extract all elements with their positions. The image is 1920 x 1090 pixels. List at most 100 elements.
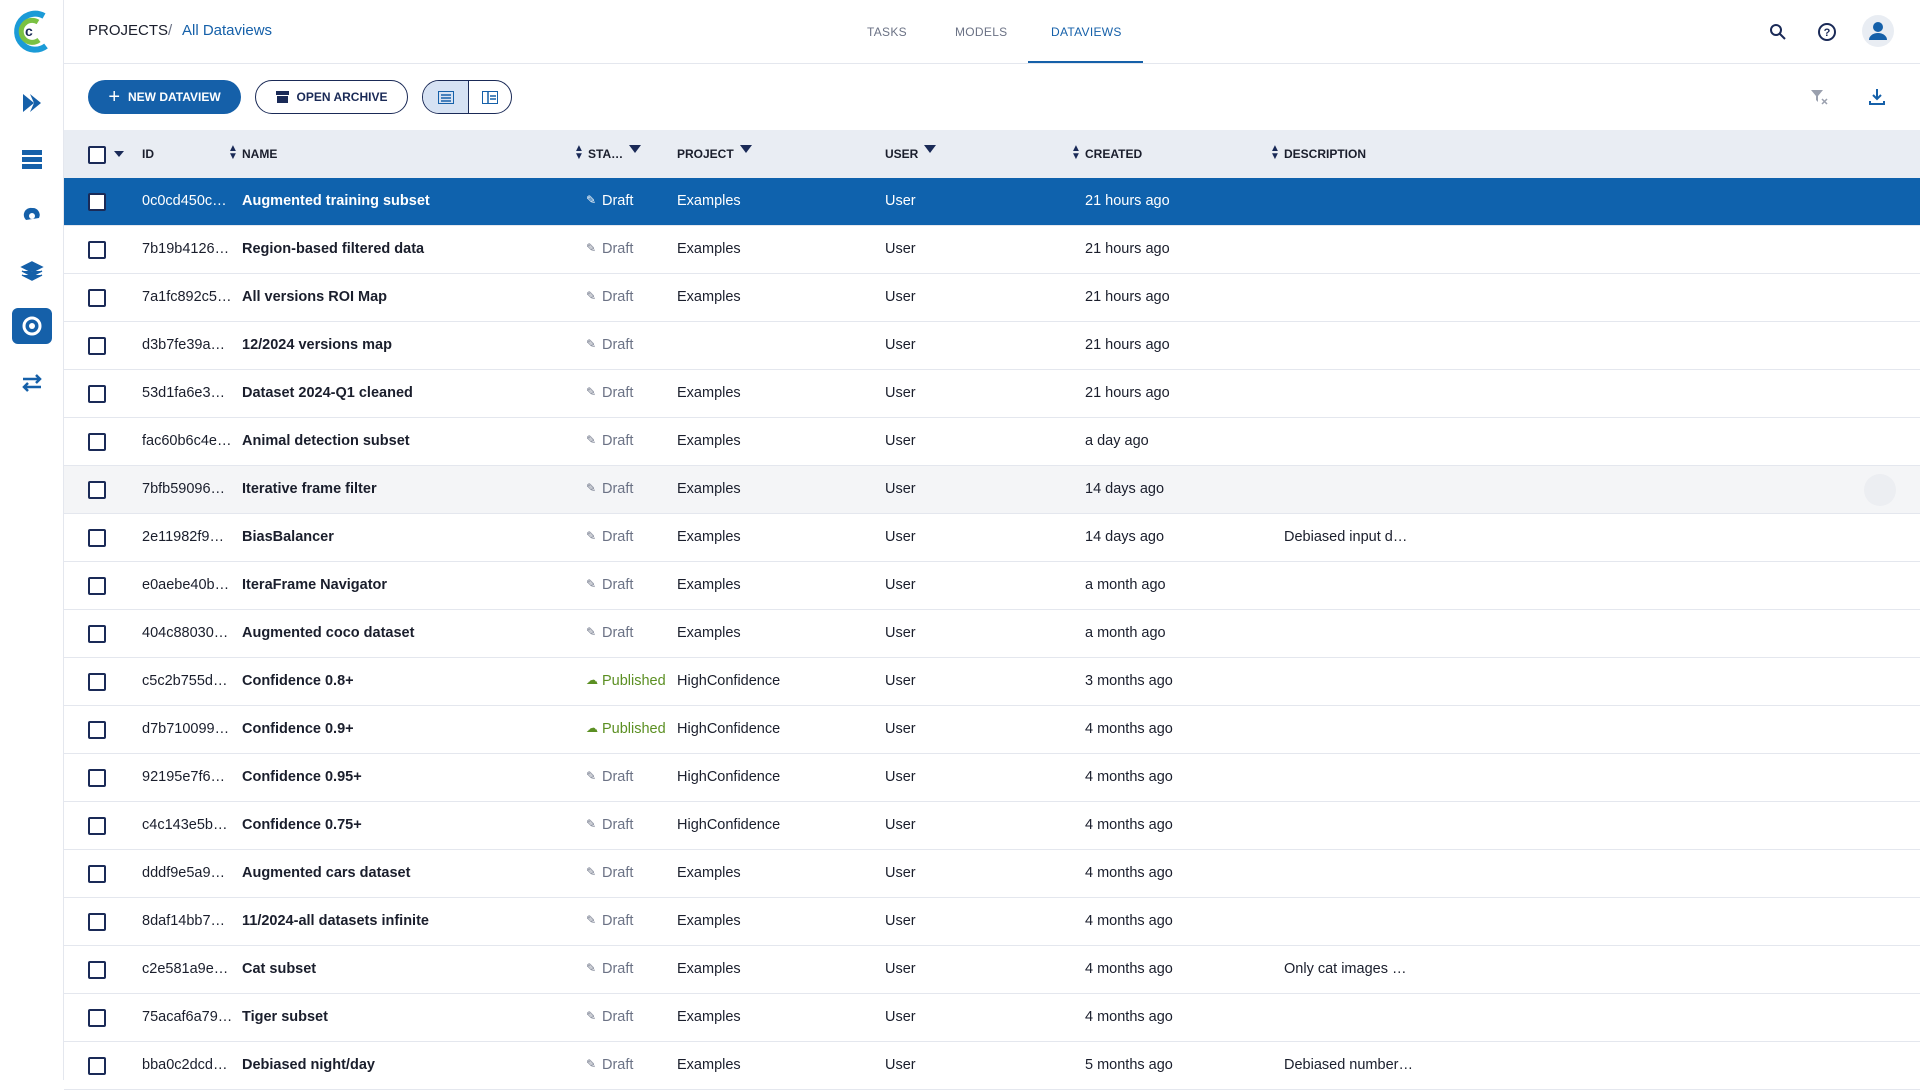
row-checkbox[interactable]: [88, 865, 106, 883]
cell-name[interactable]: IteraFrame Navigator: [242, 577, 388, 593]
column-header[interactable]: CREATED: [1085, 147, 1143, 161]
filter-icon[interactable]: [740, 145, 752, 153]
search-icon[interactable]: [1768, 22, 1788, 42]
filter-icon[interactable]: [924, 145, 936, 153]
table-row[interactable]: c2e581a9e… Cat subset ✎ Draft Examples User 4 …: [64, 946, 1920, 994]
cell-name[interactable]: Augmented coco dataset: [242, 625, 415, 641]
open-archive-button[interactable]: OPEN ARCHIVE: [255, 80, 408, 114]
row-checkbox[interactable]: [88, 1009, 106, 1027]
table-row[interactable]: 2e11982f9… BiasBalancer ✎ Draft Examples User…: [64, 514, 1920, 562]
table-row[interactable]: bba0c2dcd… Debiased night/day ✎ Draft Exampl…: [64, 1042, 1920, 1090]
column-header[interactable]: USER: [885, 147, 919, 161]
table-row[interactable]: fac60b6c4e… Animal detection subset ✎ Draft…: [64, 418, 1920, 466]
breadcrumb-root[interactable]: PROJECTS: [88, 22, 169, 39]
cell-name[interactable]: 12/2024 versions map: [242, 337, 392, 353]
column-header[interactable]: NAME: [242, 147, 278, 161]
row-checkbox[interactable]: [88, 433, 106, 451]
help-icon[interactable]: ?: [1817, 22, 1837, 42]
cell-name[interactable]: Confidence 0.9+: [242, 721, 354, 737]
cell-name[interactable]: Iterative frame filter: [242, 481, 377, 497]
select-all-checkbox[interactable]: [88, 146, 106, 164]
details-view-button[interactable]: [482, 91, 498, 104]
select-menu-arrow[interactable]: [114, 151, 124, 157]
cell-description: Debiased input d…: [1284, 529, 1408, 545]
table-row[interactable]: c4c143e5b… Confidence 0.75+ ✎ Draft HighConf…: [64, 802, 1920, 850]
filter-icon[interactable]: [629, 145, 641, 153]
table-row[interactable]: e0aebe40b… IteraFrame Navigator ✎ Draft Exam…: [64, 562, 1920, 610]
cell-name[interactable]: BiasBalancer: [242, 529, 334, 545]
row-checkbox[interactable]: [88, 289, 106, 307]
nav-pipelines[interactable]: [20, 204, 44, 226]
sort-icon[interactable]: ▲ ▼: [1270, 143, 1280, 162]
cell-name[interactable]: Augmented cars dataset: [242, 865, 411, 881]
breadcrumb-current[interactable]: All Dataviews: [182, 22, 273, 39]
row-checkbox[interactable]: [88, 481, 106, 499]
cell-name[interactable]: Tiger subset: [242, 1009, 328, 1025]
download-icon[interactable]: [1868, 88, 1886, 106]
nav-dataviews-active[interactable]: [12, 308, 52, 344]
logo[interactable]: c: [8, 6, 54, 56]
column-header[interactable]: STA…: [588, 147, 624, 161]
table-row[interactable]: c5c2b755d… Confidence 0.8+ ☁ Published HighC…: [64, 658, 1920, 706]
row-menu-button[interactable]: [1864, 474, 1896, 506]
row-checkbox[interactable]: [88, 577, 106, 595]
table-row[interactable]: 75acaf6a79… Tiger subset ✎ Draft Examples Use…: [64, 994, 1920, 1042]
row-checkbox[interactable]: [88, 673, 106, 691]
cell-name[interactable]: Cat subset: [242, 961, 317, 977]
table-row[interactable]: 7b19b4126… Region-based filtered data ✎ Dra…: [64, 226, 1920, 274]
new-dataview-button[interactable]: + NEW DATAVIEW: [88, 80, 241, 114]
sort-icon[interactable]: ▲ ▼: [1071, 143, 1081, 162]
row-checkbox[interactable]: [88, 769, 106, 787]
sort-icon[interactable]: ▲ ▼: [228, 143, 238, 162]
row-checkbox[interactable]: [88, 721, 106, 739]
cell-name[interactable]: Confidence 0.8+: [242, 673, 354, 689]
row-checkbox[interactable]: [88, 529, 106, 547]
column-header[interactable]: DESCRIPTION: [1284, 147, 1367, 161]
row-checkbox[interactable]: [88, 241, 106, 259]
table-row[interactable]: d7b710099… Confidence 0.9+ ☁ Published HighC…: [64, 706, 1920, 754]
table-row[interactable]: 7bfb59096… Iterative frame filter ✎ Draft Ex…: [64, 466, 1920, 514]
tab[interactable]: MODELS: [955, 25, 1008, 39]
table-row[interactable]: d3b7fe39a… 12/2024 versions map ✎ Draft User…: [64, 322, 1920, 370]
cell-name[interactable]: 11/2024-all datasets infinite: [242, 913, 429, 929]
table-row[interactable]: dddf9e5a9… Augmented cars dataset ✎ Draft Ex…: [64, 850, 1920, 898]
table-row[interactable]: 404c88030… Augmented coco dataset ✎ Draft Ex…: [64, 610, 1920, 658]
row-checkbox[interactable]: [88, 817, 106, 835]
row-checkbox[interactable]: [88, 337, 106, 355]
row-checkbox[interactable]: [88, 913, 106, 931]
nav-projects[interactable]: [20, 148, 44, 170]
row-checkbox[interactable]: [88, 961, 106, 979]
table-row[interactable]: 92195e7f6… Confidence 0.95+ ✎ Draft HighConf…: [64, 754, 1920, 802]
nav-dashboard[interactable]: [20, 92, 44, 114]
column-header[interactable]: ID: [142, 147, 154, 161]
row-checkbox[interactable]: [88, 1057, 106, 1075]
cell-name[interactable]: All versions ROI Map: [242, 289, 388, 305]
status-icon: ✎: [586, 961, 597, 975]
table-view-button[interactable]: [423, 81, 469, 113]
svg-text:c: c: [25, 23, 33, 39]
table-row[interactable]: 8daf14bb7… 11/2024-all datasets infinite ✎…: [64, 898, 1920, 946]
cell-name[interactable]: Debiased night/day: [242, 1057, 375, 1073]
cell-name[interactable]: Region-based filtered data: [242, 241, 425, 257]
sort-icon[interactable]: ▲ ▼: [574, 143, 584, 162]
row-checkbox[interactable]: [88, 193, 106, 211]
nav-datasets[interactable]: [20, 260, 44, 282]
clear-filter-icon[interactable]: [1810, 88, 1828, 106]
table-row[interactable]: 7a1fc892c5… All versions ROI Map ✎ Draft Exa…: [64, 274, 1920, 322]
column-header[interactable]: PROJECT: [677, 147, 734, 161]
table-row[interactable]: 53d1fa6e3… Dataset 2024-Q1 cleaned ✎ Draft E…: [64, 370, 1920, 418]
cell-name[interactable]: Confidence 0.75+: [242, 817, 362, 833]
user-avatar[interactable]: [1861, 14, 1895, 48]
cell-project: Examples: [677, 577, 741, 593]
table-row[interactable]: 0c0cd450c… Augmented training subset ✎ Draf…: [64, 178, 1920, 226]
row-checkbox[interactable]: [88, 385, 106, 403]
cell-name[interactable]: Dataset 2024-Q1 cleaned: [242, 385, 413, 401]
tab-active[interactable]: DATAVIEWS: [1051, 25, 1122, 39]
tab[interactable]: TASKS: [867, 25, 907, 39]
cell-user: User: [885, 241, 916, 257]
cell-name[interactable]: Confidence 0.95+: [242, 769, 362, 785]
cell-name[interactable]: Augmented training subset: [242, 193, 430, 209]
row-checkbox[interactable]: [88, 625, 106, 643]
cell-name[interactable]: Animal detection subset: [242, 433, 410, 449]
nav-orchestration[interactable]: [20, 372, 44, 394]
